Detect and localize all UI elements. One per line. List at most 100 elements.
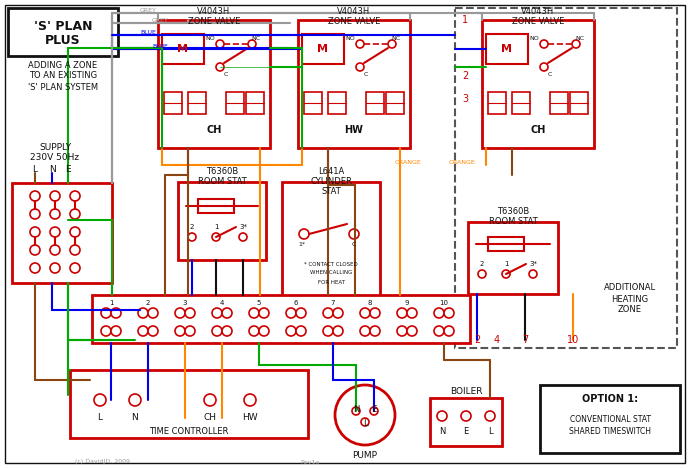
Text: C: C	[352, 242, 356, 248]
Circle shape	[388, 40, 396, 48]
Text: L: L	[97, 414, 103, 423]
Text: V4043H: V4043H	[522, 7, 555, 15]
Text: 'S' PLAN: 'S' PLAN	[34, 20, 92, 32]
Text: L: L	[363, 418, 367, 427]
Circle shape	[335, 385, 395, 445]
Circle shape	[111, 326, 121, 336]
Bar	[570, 92, 588, 114]
Text: OPTION 1:: OPTION 1:	[582, 394, 638, 404]
Circle shape	[437, 411, 447, 421]
Text: Rev1a: Rev1a	[300, 460, 319, 465]
Text: 1: 1	[504, 261, 509, 267]
Circle shape	[50, 209, 60, 219]
Text: 'S' PLAN SYSTEM: 'S' PLAN SYSTEM	[28, 82, 98, 92]
Bar	[282, 182, 380, 300]
Bar	[386, 92, 404, 114]
Circle shape	[175, 308, 185, 318]
Circle shape	[50, 227, 60, 237]
Circle shape	[407, 326, 417, 336]
Text: 9: 9	[405, 300, 409, 306]
Circle shape	[175, 326, 185, 336]
Text: ZONE VALVE: ZONE VALVE	[512, 17, 564, 27]
Text: PLUS: PLUS	[45, 34, 81, 46]
Text: ZONE VALVE: ZONE VALVE	[188, 17, 240, 27]
Circle shape	[349, 229, 359, 239]
Text: GREY: GREY	[139, 8, 157, 14]
Circle shape	[188, 233, 196, 241]
Bar	[246, 92, 264, 114]
Circle shape	[204, 394, 216, 406]
Circle shape	[70, 227, 80, 237]
Text: 10: 10	[440, 300, 449, 306]
Bar	[162, 34, 204, 64]
Text: * CONTACT CLOSED: * CONTACT CLOSED	[304, 262, 358, 266]
Circle shape	[30, 263, 40, 273]
Text: C: C	[364, 73, 368, 78]
Text: 7: 7	[331, 300, 335, 306]
Circle shape	[478, 270, 486, 278]
Text: E: E	[464, 427, 469, 437]
Circle shape	[216, 63, 224, 71]
Bar	[8, 8, 118, 56]
Circle shape	[370, 308, 380, 318]
Text: E: E	[371, 404, 377, 414]
Text: N: N	[353, 404, 359, 414]
Bar	[178, 182, 266, 260]
Text: ZONE VALVE: ZONE VALVE	[328, 17, 380, 27]
Bar	[482, 20, 594, 148]
Circle shape	[94, 394, 106, 406]
Text: 3*: 3*	[529, 261, 537, 267]
Circle shape	[50, 245, 60, 255]
Circle shape	[248, 40, 256, 48]
Circle shape	[70, 245, 80, 255]
Circle shape	[333, 308, 343, 318]
Circle shape	[30, 227, 40, 237]
Text: C: C	[224, 73, 228, 78]
Text: NO: NO	[205, 36, 215, 41]
Bar	[188, 92, 206, 114]
Circle shape	[212, 233, 220, 241]
Bar	[226, 92, 244, 114]
Circle shape	[222, 308, 232, 318]
Circle shape	[216, 40, 224, 48]
Bar	[164, 92, 182, 114]
Circle shape	[212, 326, 222, 336]
Circle shape	[407, 308, 417, 318]
Text: T6360B: T6360B	[206, 168, 238, 176]
Text: 2: 2	[146, 300, 150, 306]
Text: 1: 1	[214, 224, 218, 230]
Circle shape	[434, 326, 444, 336]
Bar	[512, 92, 530, 114]
Circle shape	[323, 308, 333, 318]
Bar	[486, 34, 528, 64]
Text: NC: NC	[391, 36, 401, 41]
Circle shape	[138, 308, 148, 318]
Bar	[12, 183, 112, 283]
Text: 4: 4	[494, 335, 500, 345]
Text: N: N	[132, 414, 139, 423]
Text: L: L	[488, 427, 492, 437]
Text: BLUE: BLUE	[140, 30, 156, 36]
Circle shape	[111, 308, 121, 318]
Circle shape	[101, 308, 111, 318]
Text: ROOM STAT: ROOM STAT	[197, 176, 246, 185]
Text: M: M	[502, 44, 513, 54]
Circle shape	[361, 418, 369, 426]
Circle shape	[222, 326, 232, 336]
Circle shape	[356, 63, 364, 71]
Circle shape	[212, 308, 222, 318]
Text: TIME CONTROLLER: TIME CONTROLLER	[149, 427, 228, 437]
Text: CYLINDER: CYLINDER	[310, 176, 352, 185]
Text: BOILER: BOILER	[450, 388, 482, 396]
Text: 4: 4	[220, 300, 224, 306]
Bar	[92, 295, 470, 343]
Bar	[70, 370, 308, 438]
Text: 2: 2	[462, 71, 468, 81]
Text: N: N	[439, 427, 445, 437]
Text: M: M	[177, 44, 188, 54]
Circle shape	[323, 326, 333, 336]
Bar	[158, 20, 270, 148]
Text: 3*: 3*	[239, 224, 247, 230]
Bar	[328, 92, 346, 114]
Text: 1: 1	[109, 300, 113, 306]
